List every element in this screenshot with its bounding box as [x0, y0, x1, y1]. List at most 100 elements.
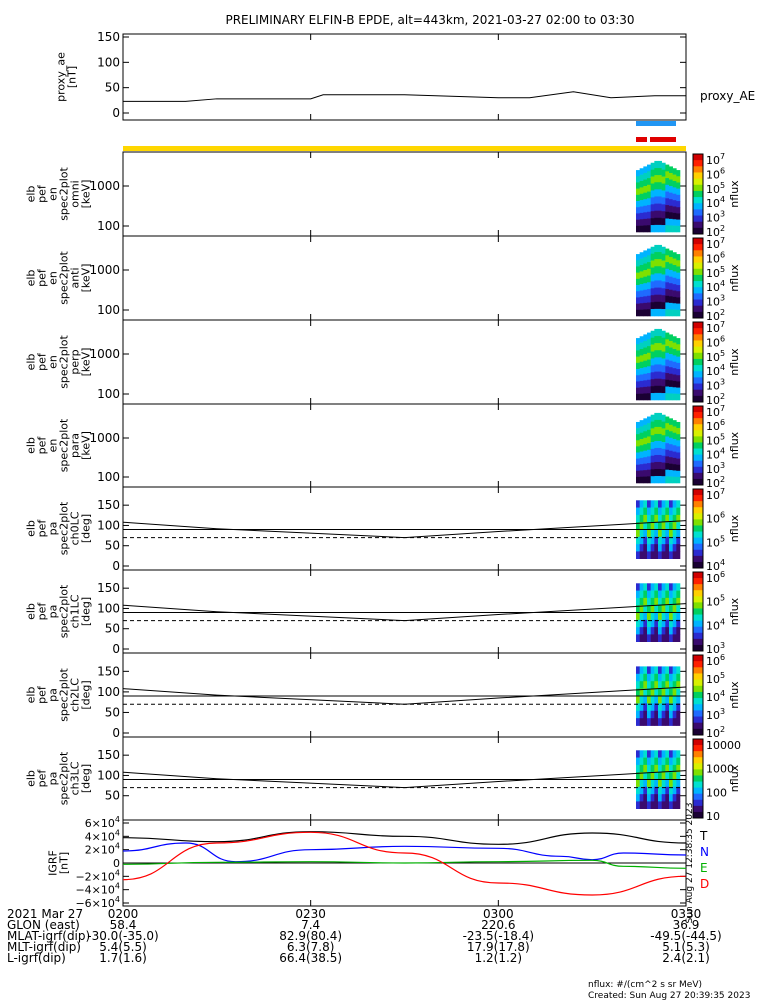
spectrogram-cell [676, 381, 681, 388]
colorbar-segment [693, 221, 703, 229]
colorbar-segment [693, 478, 703, 486]
colorbar-frame [692, 654, 704, 736]
spectrogram-cell [665, 275, 670, 283]
spectrogram-cell [661, 634, 666, 642]
ylabel-line: ch0LC [69, 511, 82, 545]
ytick-label: 50 [105, 789, 120, 803]
spectrogram-cell [676, 507, 681, 516]
spectrogram-cell [672, 464, 677, 471]
spectrogram-cell [676, 297, 681, 304]
spectrogram-cell [665, 295, 670, 303]
orbit-bar-yellow [123, 146, 686, 151]
spectrogram-cell [669, 605, 673, 613]
spectrogram-cell [636, 794, 640, 802]
spectrogram-cell [643, 386, 648, 394]
spectrogram-cell [672, 277, 677, 285]
spectrogram-cell [654, 710, 659, 719]
spectrogram-cell [643, 764, 648, 773]
spectrogram-cell [636, 446, 640, 453]
spectrogram-cell [636, 507, 640, 516]
spectrogram-cell [643, 529, 648, 538]
colorbar-frame [692, 571, 704, 652]
spectrogram-cell [643, 212, 648, 220]
spectrogram-cell [643, 225, 648, 233]
spectrogram-cell [658, 757, 662, 766]
spectrogram-cell [647, 373, 651, 381]
spectrogram-cell [650, 634, 655, 642]
spectrogram-cell [647, 500, 651, 508]
spectrogram-cell [654, 500, 659, 508]
spectrogram-cell [665, 164, 670, 172]
spectrogram-cell [669, 666, 673, 675]
colorbar-tick-label: 104 [706, 558, 725, 573]
spectrogram-cell [639, 342, 644, 350]
spectrogram-cell [650, 448, 655, 456]
spectrogram-cell [661, 225, 666, 233]
colorbar-tick-label: 106 [706, 250, 725, 265]
spectrogram-cell [665, 248, 670, 256]
spectrogram-cell [676, 362, 681, 370]
spectrogram-cell [661, 710, 666, 719]
spectrogram-cell [636, 428, 640, 435]
colorbar-segment [693, 596, 703, 603]
spectrogram-cell [672, 757, 677, 766]
spectrogram-cell [676, 757, 681, 766]
spectrogram-cell [636, 207, 640, 214]
spectrogram-cell [654, 419, 659, 428]
spectrogram-cell [672, 619, 677, 628]
spectrogram-cell [669, 172, 673, 180]
spectrogram-cell [661, 386, 666, 394]
spectrogram-cell [636, 757, 640, 766]
spectrogram-cell [661, 204, 666, 212]
spectrogram-cell [658, 544, 662, 552]
spectrogram-cell [676, 458, 681, 465]
spectrogram-cell [669, 205, 673, 213]
ephem-value: 58.4 [110, 918, 137, 932]
spectrogram-cell [676, 544, 681, 552]
spectrogram-cell [647, 634, 651, 642]
spectrogram-cell [654, 634, 659, 642]
spectrogram-cell [676, 529, 681, 538]
spectrogram-cell [672, 271, 677, 279]
spectrogram-cell [639, 772, 644, 780]
spectrogram-cell [639, 500, 644, 508]
spectrogram-cell [654, 764, 659, 773]
colorbar-tick-label: 103 [706, 294, 725, 309]
spectrogram-cell [661, 612, 666, 621]
spectrogram-cell [650, 779, 655, 788]
spectrogram-cell [654, 673, 659, 682]
spectrogram-cell [647, 786, 651, 795]
spectrogram-cell [658, 175, 662, 183]
ephem-value: 36.9 [673, 918, 700, 932]
ylabel-line: spec2plot [58, 501, 71, 555]
spectrogram-cell [636, 452, 640, 459]
colorbar-segment [693, 525, 703, 533]
colorbar-segment [693, 466, 703, 474]
spectrogram-cell [661, 267, 666, 275]
spectrogram-cell [650, 718, 655, 726]
ylabel-line: ch3LC [69, 761, 82, 795]
ytick-label: 100 [97, 601, 120, 615]
spectrogram-cell [654, 252, 659, 260]
spectrogram-cell [676, 188, 681, 196]
spectrogram-cell [643, 470, 648, 477]
colorbar-segment [693, 775, 703, 783]
spectrogram-cell [643, 507, 648, 516]
spectrogram-cell [647, 529, 651, 538]
spectrogram-cell [643, 270, 648, 277]
spectrogram-cell [658, 343, 662, 351]
spectrogram-cell [665, 449, 670, 457]
spectrogram-cell [672, 764, 677, 773]
spectrogram-cell [639, 514, 644, 523]
spectrogram-cell [676, 612, 681, 621]
spectrogram-cell [672, 666, 677, 675]
spectrogram-cell [676, 213, 681, 220]
ylabel-line: pef [36, 268, 49, 287]
spectrogram-cell [661, 344, 666, 352]
spectrogram-cell [654, 544, 659, 552]
spectrogram-cell [669, 463, 673, 471]
colorbar-segment [693, 160, 703, 167]
spectrogram-cell [650, 358, 655, 366]
